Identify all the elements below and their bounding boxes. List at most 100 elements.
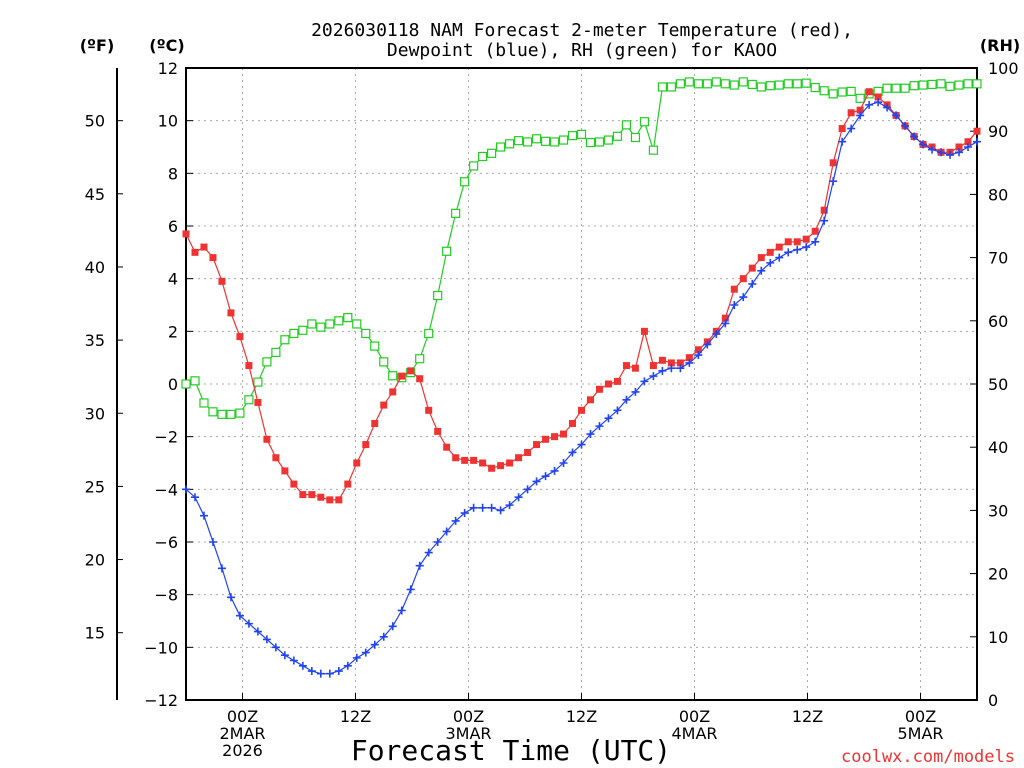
dewpoint-point — [694, 351, 703, 360]
temperature-point — [533, 441, 541, 449]
dewpoint-point — [577, 440, 586, 449]
rh-point — [576, 129, 587, 139]
dewpoint-point — [190, 493, 199, 502]
celsius-unit-label: (ºC) — [149, 36, 184, 55]
x-tick-label: 12Z — [340, 707, 371, 726]
rh-point — [352, 319, 362, 329]
rh-point — [819, 86, 829, 96]
rh-unit-label: (RH) — [980, 36, 1020, 55]
rh-point — [504, 139, 515, 149]
temperature-point — [209, 254, 217, 262]
dewpoint-point — [370, 640, 379, 649]
dewpoint-point — [361, 648, 370, 657]
dewpoint-point — [784, 248, 793, 257]
dewpoint-point — [739, 293, 748, 302]
temperature-point — [578, 406, 585, 414]
rh-point — [702, 79, 712, 89]
rh-point — [307, 319, 317, 329]
temperature-point — [335, 496, 343, 504]
rh-tick-label: 100 — [988, 59, 1019, 78]
temperature-point — [739, 275, 747, 283]
dewpoint-point — [883, 103, 892, 112]
credit-link[interactable]: coolwx.com/models — [841, 747, 1015, 767]
rh-point — [630, 132, 641, 143]
x-tick-label: 2026 — [222, 741, 263, 760]
dewpoint-point — [253, 627, 262, 636]
rh-point — [900, 83, 910, 93]
dewpoint-point — [865, 100, 874, 109]
temperature-point — [856, 106, 864, 114]
rh-point — [621, 120, 632, 130]
rh-point — [253, 377, 263, 387]
rh-point — [208, 407, 218, 417]
rh-point — [909, 81, 919, 91]
temperature-point — [245, 362, 253, 370]
dewpoint-point — [235, 611, 244, 620]
dewpoint-point — [613, 406, 622, 415]
temperature-point — [317, 493, 325, 501]
dewpoint-point — [271, 643, 280, 652]
x-tick-label: 4MAR — [671, 724, 717, 743]
temperature-point — [667, 359, 675, 367]
temperature-point — [218, 277, 226, 285]
dewpoint-point — [685, 358, 694, 367]
x-tick-label: 00Z — [679, 707, 710, 726]
dewpoint-series — [182, 98, 981, 678]
rh-point — [469, 161, 479, 171]
temperature-point — [640, 327, 648, 335]
rh-point — [361, 328, 371, 339]
temperature-point — [622, 362, 630, 370]
fahrenheit-tick-label: 20 — [85, 551, 105, 570]
rh-point — [415, 354, 425, 364]
dewpoint-point — [244, 619, 253, 628]
rh-tick-label: 60 — [988, 312, 1008, 331]
dewpoint-point — [730, 301, 739, 309]
celsius-tick-label: 12 — [158, 59, 178, 78]
temperature-point — [506, 459, 514, 467]
dewpoint-point — [199, 511, 208, 520]
x-tick-label: 5MAR — [897, 724, 943, 743]
x-tick-label: 00Z — [227, 707, 258, 726]
temperature-point — [416, 375, 424, 383]
rh-point — [684, 77, 694, 87]
dewpoint-point — [856, 111, 865, 120]
rh-point — [774, 80, 784, 90]
rh-point — [370, 341, 380, 351]
rh-point — [801, 78, 811, 88]
dewpoint-point — [388, 622, 397, 631]
dewpoint-point — [316, 669, 325, 678]
rh-point — [648, 145, 659, 155]
dewpoint-point — [487, 503, 496, 512]
dewpoint-point — [334, 667, 343, 676]
dewpoint-point — [847, 124, 856, 133]
celsius-tick-label: −10 — [144, 638, 178, 657]
rh-point — [379, 357, 389, 367]
celsius-tick-label: 6 — [168, 217, 178, 236]
temperature-point — [488, 464, 496, 472]
temperature-point — [272, 454, 280, 462]
fahrenheit-unit-label: (ºF) — [80, 36, 115, 55]
rh-tick-label: 90 — [988, 122, 1008, 141]
dewpoint-point — [703, 340, 712, 349]
dewpoint-point — [874, 98, 883, 107]
rh-point — [711, 77, 721, 87]
dewpoint-point — [478, 503, 487, 512]
temperature-point — [838, 125, 846, 133]
celsius-tick-label: −6 — [154, 533, 178, 552]
rh-point — [424, 328, 434, 339]
rh-point — [298, 325, 308, 335]
temperature-point — [389, 388, 397, 396]
rh-point — [612, 131, 623, 141]
temperature-point — [811, 227, 819, 235]
rh-point — [478, 151, 488, 162]
celsius-tick-label: 0 — [168, 375, 178, 394]
chart-title-line2: Dewpoint (blue), RH (green) for KAOO — [387, 40, 777, 61]
rh-point — [765, 81, 775, 91]
dewpoint-point — [451, 516, 460, 525]
rh-tick-label: 20 — [988, 565, 1008, 584]
x-tick-label: 12Z — [792, 707, 823, 726]
dewpoint-point — [622, 395, 631, 404]
temperature-point — [955, 143, 963, 151]
dewpoint-point — [514, 493, 523, 502]
